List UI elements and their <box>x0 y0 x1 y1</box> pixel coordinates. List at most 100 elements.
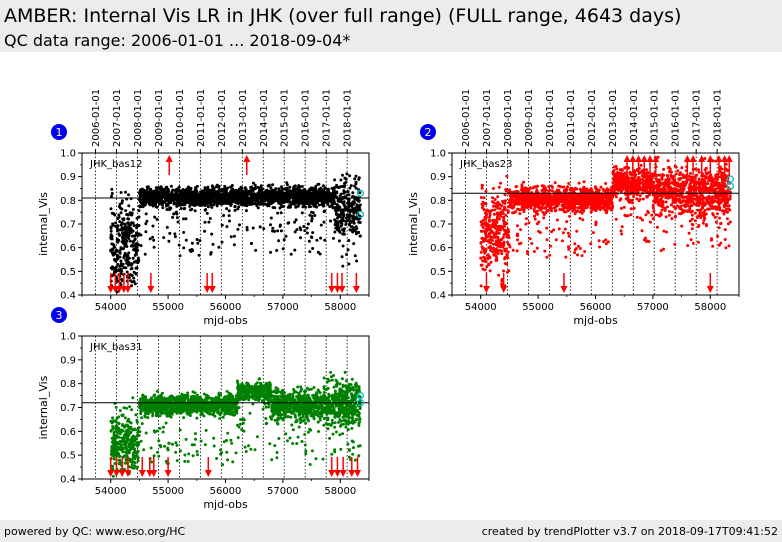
data-point <box>347 239 351 242</box>
data-point <box>727 204 731 208</box>
data-point <box>556 204 560 208</box>
data-point <box>527 221 531 225</box>
data-point <box>346 190 350 194</box>
plot-data-area <box>82 153 369 295</box>
data-point <box>643 189 647 193</box>
data-point <box>109 233 113 237</box>
data-point <box>482 255 486 259</box>
data-point <box>481 218 485 222</box>
data-point <box>345 213 349 217</box>
outlier-arrowhead-low <box>333 286 341 293</box>
data-point <box>525 217 528 221</box>
data-point <box>492 204 495 208</box>
data-point <box>574 198 578 202</box>
data-point <box>191 190 195 194</box>
data-point <box>514 201 518 205</box>
data-point <box>694 167 697 171</box>
data-point <box>297 184 301 188</box>
data-point <box>674 172 678 176</box>
data-point <box>485 265 489 269</box>
data-point <box>495 242 499 246</box>
data-point <box>632 179 635 183</box>
data-point <box>620 176 624 180</box>
data-point <box>526 252 530 256</box>
data-point <box>479 256 483 260</box>
data-point <box>596 202 600 206</box>
data-point <box>212 190 216 194</box>
data-point <box>662 167 666 171</box>
data-point <box>233 208 237 212</box>
y-tick-label: 0.5 <box>60 267 76 278</box>
data-point <box>481 226 485 229</box>
data-point <box>303 189 307 192</box>
data-point <box>612 178 616 182</box>
data-point <box>348 213 352 217</box>
data-point <box>224 201 228 205</box>
data-point <box>577 181 581 185</box>
data-point <box>547 189 551 193</box>
data-point <box>504 230 507 233</box>
data-point <box>598 245 602 249</box>
data-point <box>313 214 317 217</box>
data-point <box>145 219 149 223</box>
data-point <box>153 215 157 219</box>
data-point <box>119 211 123 215</box>
data-point <box>533 203 536 207</box>
data-point <box>687 174 691 178</box>
data-point <box>250 185 254 189</box>
data-point <box>262 202 266 206</box>
data-point <box>639 216 642 220</box>
data-point <box>483 251 487 255</box>
data-point <box>175 212 179 216</box>
data-point <box>333 178 337 182</box>
y-tick-label: 0.7 <box>60 220 76 231</box>
data-point <box>354 225 358 229</box>
data-point <box>187 192 191 196</box>
data-point <box>651 206 655 210</box>
data-point <box>317 182 321 186</box>
data-point <box>208 217 212 220</box>
data-point <box>250 200 254 204</box>
data-point <box>352 214 356 218</box>
data-point <box>550 197 554 201</box>
data-point <box>343 181 346 185</box>
data-point <box>488 269 492 273</box>
data-point <box>282 238 286 242</box>
outlier-arrowhead-high <box>243 155 251 162</box>
data-point <box>247 189 251 193</box>
data-point <box>508 188 511 192</box>
data-point <box>559 185 563 189</box>
data-point <box>174 189 178 193</box>
data-point <box>528 186 532 190</box>
data-point <box>499 181 503 185</box>
data-point <box>635 197 639 201</box>
data-point <box>690 227 694 231</box>
data-point <box>169 184 173 188</box>
data-point <box>493 208 497 212</box>
data-point <box>137 243 140 247</box>
data-point <box>541 210 545 214</box>
data-point <box>500 238 504 241</box>
data-point <box>502 241 506 245</box>
data-point <box>281 205 284 209</box>
data-point <box>337 226 341 230</box>
data-point <box>321 184 325 188</box>
data-point <box>521 197 525 201</box>
data-point <box>540 184 544 188</box>
data-point <box>231 200 235 204</box>
data-point <box>525 199 529 203</box>
data-point <box>592 201 596 205</box>
date-tick-label: 2016-01-01 <box>301 89 312 147</box>
data-point <box>123 244 127 248</box>
last-point-marker <box>356 210 365 219</box>
data-point <box>632 188 636 192</box>
data-point <box>515 249 519 253</box>
data-point <box>613 180 617 184</box>
data-point <box>297 190 301 194</box>
data-point <box>691 241 695 245</box>
data-point <box>480 202 484 206</box>
data-point <box>650 213 654 217</box>
data-point <box>535 199 539 202</box>
data-point <box>578 247 582 250</box>
